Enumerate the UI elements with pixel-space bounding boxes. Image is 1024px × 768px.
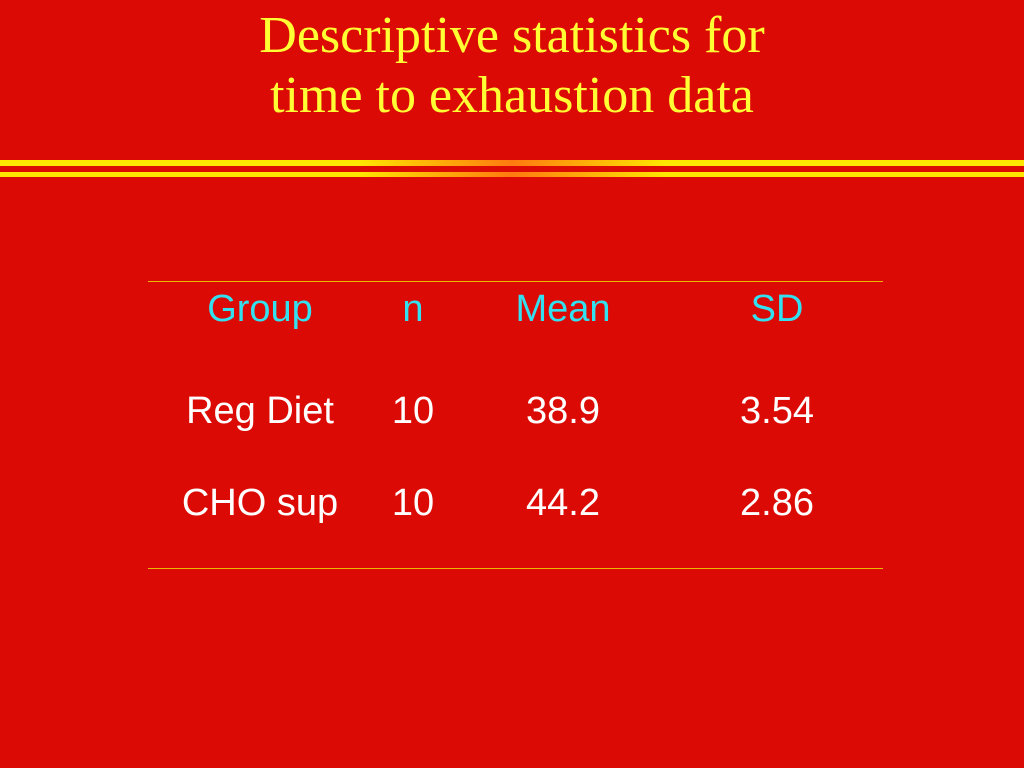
row-reg-diet-sd: 3.54: [740, 390, 814, 432]
row-cho-sup-mean: 44.2: [526, 482, 600, 524]
title-rule-bottom: [0, 172, 1024, 177]
title-rule-top: [0, 160, 1024, 166]
header-sd: SD: [750, 288, 804, 330]
slide-title-line-2: time to exhaustion data: [270, 67, 754, 124]
row-reg-diet-group: Reg Diet: [186, 390, 334, 432]
slide-title-line-1: Descriptive statistics for: [259, 7, 765, 64]
row-cho-sup-sd: 2.86: [740, 482, 814, 524]
row-cho-sup-group: CHO sup: [181, 482, 339, 524]
header-group: Group: [207, 288, 313, 330]
stats-table: [148, 281, 883, 282]
table-bottom-border: [148, 568, 883, 569]
table-top-border: [148, 281, 883, 282]
header-mean: Mean: [515, 288, 611, 330]
header-n: n: [402, 288, 424, 330]
slide-title: Descriptive statistics for time to exhau…: [0, 6, 1024, 126]
row-reg-diet-n: 10: [391, 390, 435, 432]
row-reg-diet-mean: 38.9: [526, 390, 600, 432]
row-cho-sup-n: 10: [391, 482, 435, 524]
